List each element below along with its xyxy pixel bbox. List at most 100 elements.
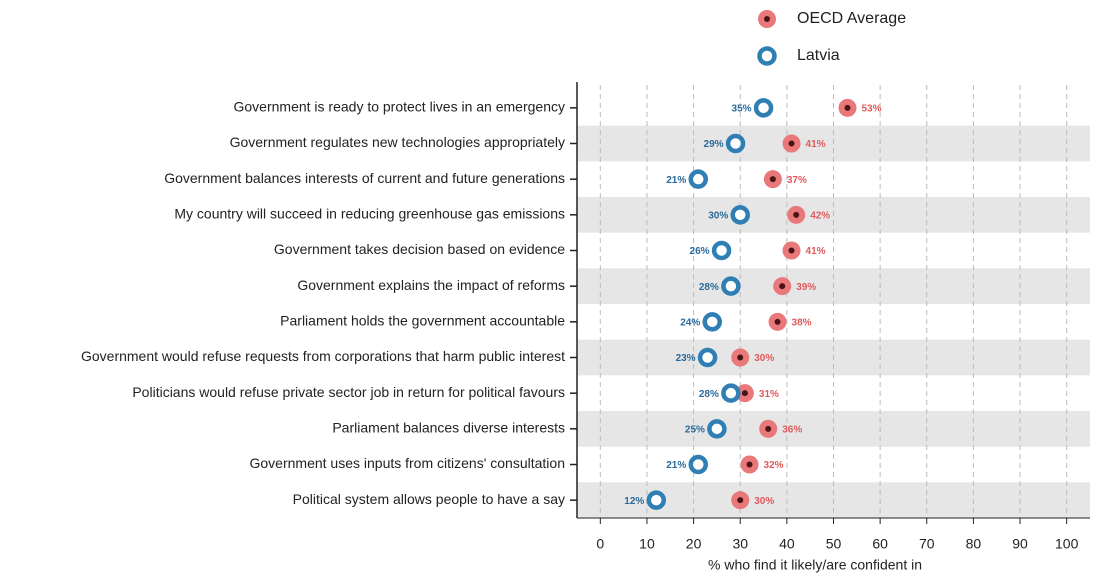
dot-center	[765, 426, 771, 432]
oecd-dot	[783, 135, 801, 153]
ring	[756, 100, 771, 115]
value-label: 21%	[666, 460, 686, 471]
oecd-dot	[769, 313, 787, 331]
oecd-dot	[731, 349, 749, 367]
value-label: 37%	[787, 175, 807, 186]
latvia-dot	[691, 172, 706, 187]
value-label: 24%	[680, 317, 700, 328]
x-tick-label: 100	[1055, 536, 1079, 552]
value-label: 32%	[764, 460, 784, 471]
latvia-dot	[723, 279, 738, 294]
oecd-dot	[741, 456, 759, 474]
oecd-dot	[731, 491, 749, 509]
ring	[700, 350, 715, 365]
latvia-dot	[705, 314, 720, 329]
latvia-dot	[760, 49, 775, 64]
ring	[714, 243, 729, 258]
dot-center	[789, 248, 795, 254]
y-tick-label: Political system allows people to have a…	[293, 491, 565, 507]
ring	[723, 279, 738, 294]
y-tick-label: Government would refuse requests from co…	[81, 348, 565, 364]
dot-center	[793, 212, 799, 218]
value-label: 21%	[666, 175, 686, 186]
x-tick-label: 20	[686, 536, 702, 552]
latvia-dot	[733, 207, 748, 222]
y-tick-label: Government explains the impact of reform…	[297, 277, 565, 293]
x-tick-label: 10	[639, 536, 655, 552]
x-axis-label: % who find it likely/are confident in	[708, 557, 922, 573]
dot-center	[779, 283, 785, 289]
value-label: 39%	[796, 282, 816, 293]
value-label: 23%	[676, 353, 696, 364]
value-label: 42%	[810, 210, 830, 221]
dot-center	[742, 390, 748, 396]
dot-center	[789, 141, 795, 147]
x-tick-label: 70	[919, 536, 935, 552]
x-tick-label: 0	[596, 536, 604, 552]
oecd-dot	[787, 206, 805, 224]
ring	[691, 172, 706, 187]
value-label: 12%	[624, 496, 644, 507]
dot-center	[747, 462, 753, 468]
ring	[733, 207, 748, 222]
dot-center	[764, 16, 770, 22]
x-tick-label: 30	[732, 536, 748, 552]
y-tick-label: Government takes decision based on evide…	[274, 241, 565, 257]
value-label: 29%	[704, 139, 724, 150]
x-tick-label: 50	[826, 536, 842, 552]
legend-label: OECD Average	[797, 10, 906, 27]
ring	[723, 386, 738, 401]
value-label: 28%	[699, 282, 719, 293]
oecd-dot	[759, 420, 777, 438]
x-tick-label: 40	[779, 536, 795, 552]
y-tick-label: Government regulates new technologies ap…	[230, 134, 565, 150]
y-tick-label: My country will succeed in reducing gree…	[174, 206, 565, 222]
latvia-dot	[649, 493, 664, 508]
value-label: 30%	[708, 210, 728, 221]
value-label: 31%	[759, 389, 779, 400]
legend-label: Latvia	[797, 47, 840, 64]
y-tick-label: Government is ready to protect lives in …	[234, 99, 566, 115]
oecd-dot	[838, 99, 856, 117]
value-label: 41%	[806, 246, 826, 257]
y-tick-label: Parliament balances diverse interests	[332, 420, 565, 436]
x-tick-label: 90	[1012, 536, 1028, 552]
ring	[709, 421, 724, 436]
value-label: 28%	[699, 389, 719, 400]
value-label: 41%	[806, 139, 826, 150]
latvia-dot	[723, 386, 738, 401]
value-label: 30%	[754, 496, 774, 507]
dot-center	[770, 176, 776, 182]
oecd-dot	[758, 10, 776, 28]
y-tick-label: Parliament holds the government accounta…	[280, 313, 565, 329]
x-tick-label: 60	[872, 536, 888, 552]
value-label: 38%	[792, 317, 812, 328]
ring	[760, 49, 775, 64]
oecd-dot	[783, 242, 801, 260]
value-label: 26%	[690, 246, 710, 257]
latvia-dot	[756, 100, 771, 115]
ring	[705, 314, 720, 329]
dot-center	[737, 355, 743, 361]
value-label: 35%	[732, 103, 752, 114]
latvia-dot	[709, 421, 724, 436]
oecd-dot	[773, 277, 791, 295]
latvia-dot	[691, 457, 706, 472]
ring	[728, 136, 743, 151]
y-tick-label: Government balances interests of current…	[164, 170, 565, 186]
value-label: 53%	[861, 103, 881, 114]
dot-center	[737, 497, 743, 503]
page: {"chart_data": {"type": "dot", "xlabel":…	[0, 0, 1107, 577]
y-tick-label: Government uses inputs from citizens' co…	[250, 455, 566, 471]
y-tick-label: Politicians would refuse private sector …	[132, 384, 565, 400]
dot-center	[775, 319, 781, 325]
latvia-dot	[714, 243, 729, 258]
x-tick-label: 80	[966, 536, 982, 552]
value-label: 36%	[782, 424, 802, 435]
oecd-dot	[764, 170, 782, 188]
value-label: 25%	[685, 424, 705, 435]
ring	[649, 493, 664, 508]
value-label: 30%	[754, 353, 774, 364]
latvia-dot	[728, 136, 743, 151]
ring	[691, 457, 706, 472]
